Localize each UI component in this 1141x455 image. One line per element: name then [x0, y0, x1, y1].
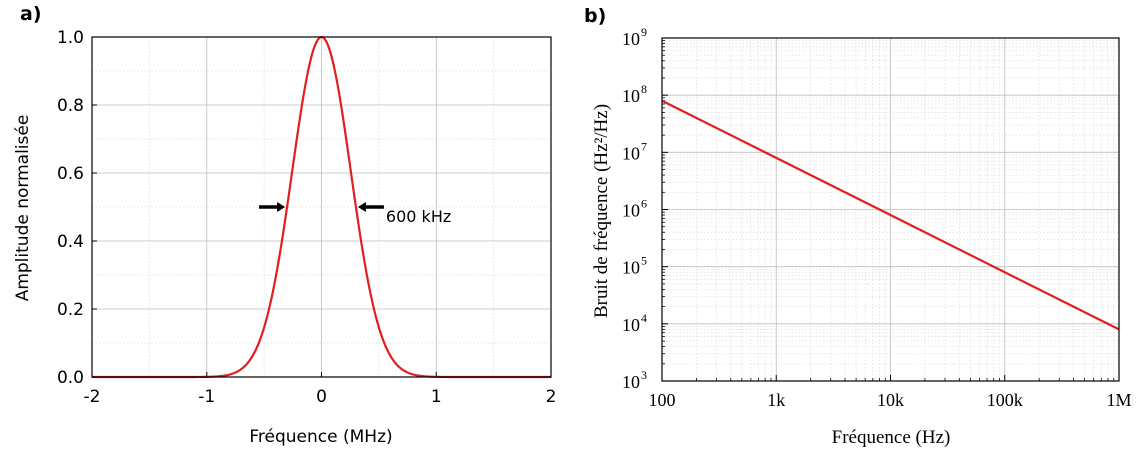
- x-tick-label: 1k: [767, 390, 785, 410]
- y-tick-label: 10: [622, 258, 640, 278]
- y-tick-label: 10: [622, 372, 640, 392]
- chart-a-grid: [91, 36, 552, 378]
- y-tick-label: 10: [622, 201, 640, 221]
- chart-a-ticks: -2 -1 0 1 2 0.0 0.2 0.4 0.6 0.8 1.0: [57, 28, 556, 407]
- y-tick-exponent: 8: [641, 82, 647, 96]
- x-tick-label: 0: [316, 387, 327, 407]
- x-tick-label: 10k: [877, 390, 904, 410]
- x-tick-label: -2: [84, 387, 101, 407]
- chart-b-xlabel: Fréquence (Hz): [832, 427, 951, 448]
- y-tick-exponent: 7: [641, 139, 647, 153]
- y-tick-label: 0.0: [57, 368, 84, 388]
- panel-a-label: a): [20, 3, 42, 25]
- y-tick-label: 10: [622, 315, 640, 335]
- chart-a-xlabel: Fréquence (MHz): [249, 427, 392, 447]
- x-tick-label: 2: [546, 387, 557, 407]
- y-tick-exponent: 6: [641, 197, 647, 211]
- chart-a: -2 -1 0 1 2 0.0 0.2 0.4 0.6 0.8 1.0 600 kHz Fréque…: [13, 28, 556, 447]
- fwhm-arrow-right-head: [357, 202, 366, 212]
- y-tick-label: 0.6: [57, 164, 84, 184]
- y-tick-label: 10: [622, 86, 640, 106]
- panel-b-label: b): [584, 5, 606, 27]
- y-tick-exponent: 5: [641, 254, 647, 268]
- y-tick-exponent: 3: [641, 368, 647, 382]
- series-line: [661, 99, 1120, 331]
- chart-b-ylabel: Bruit de fréquence (Hz²/Hz): [591, 104, 612, 318]
- chart-b-frame: [661, 37, 1120, 382]
- y-tick-label: 10: [622, 143, 640, 163]
- x-tick-label: 1M: [1106, 390, 1131, 410]
- chart-a-ylabel: Amplitude normalisée: [13, 115, 33, 302]
- chart-a-frame: [91, 36, 552, 378]
- y-tick-label: 0.8: [57, 96, 84, 116]
- fwhm-arrow-left-head: [277, 202, 286, 212]
- x-tick-label: 100k: [987, 390, 1023, 410]
- x-tick-label: 1: [431, 387, 442, 407]
- chart-a-annotation: 600 kHz: [259, 202, 451, 226]
- chart-b-grid: [661, 37, 1120, 382]
- y-tick-label: 10: [622, 29, 640, 49]
- fwhm-label: 600 kHz: [386, 207, 451, 226]
- x-tick-label: 100: [649, 390, 676, 410]
- x-tick-label: -1: [198, 387, 215, 407]
- y-tick-label: 0.2: [57, 300, 84, 320]
- y-tick-label: 0.4: [57, 232, 84, 252]
- y-tick-label: 1.0: [57, 28, 84, 48]
- y-tick-exponent: 4: [641, 311, 647, 325]
- chart-b-series: [661, 99, 1120, 331]
- y-tick-exponent: 9: [641, 25, 647, 39]
